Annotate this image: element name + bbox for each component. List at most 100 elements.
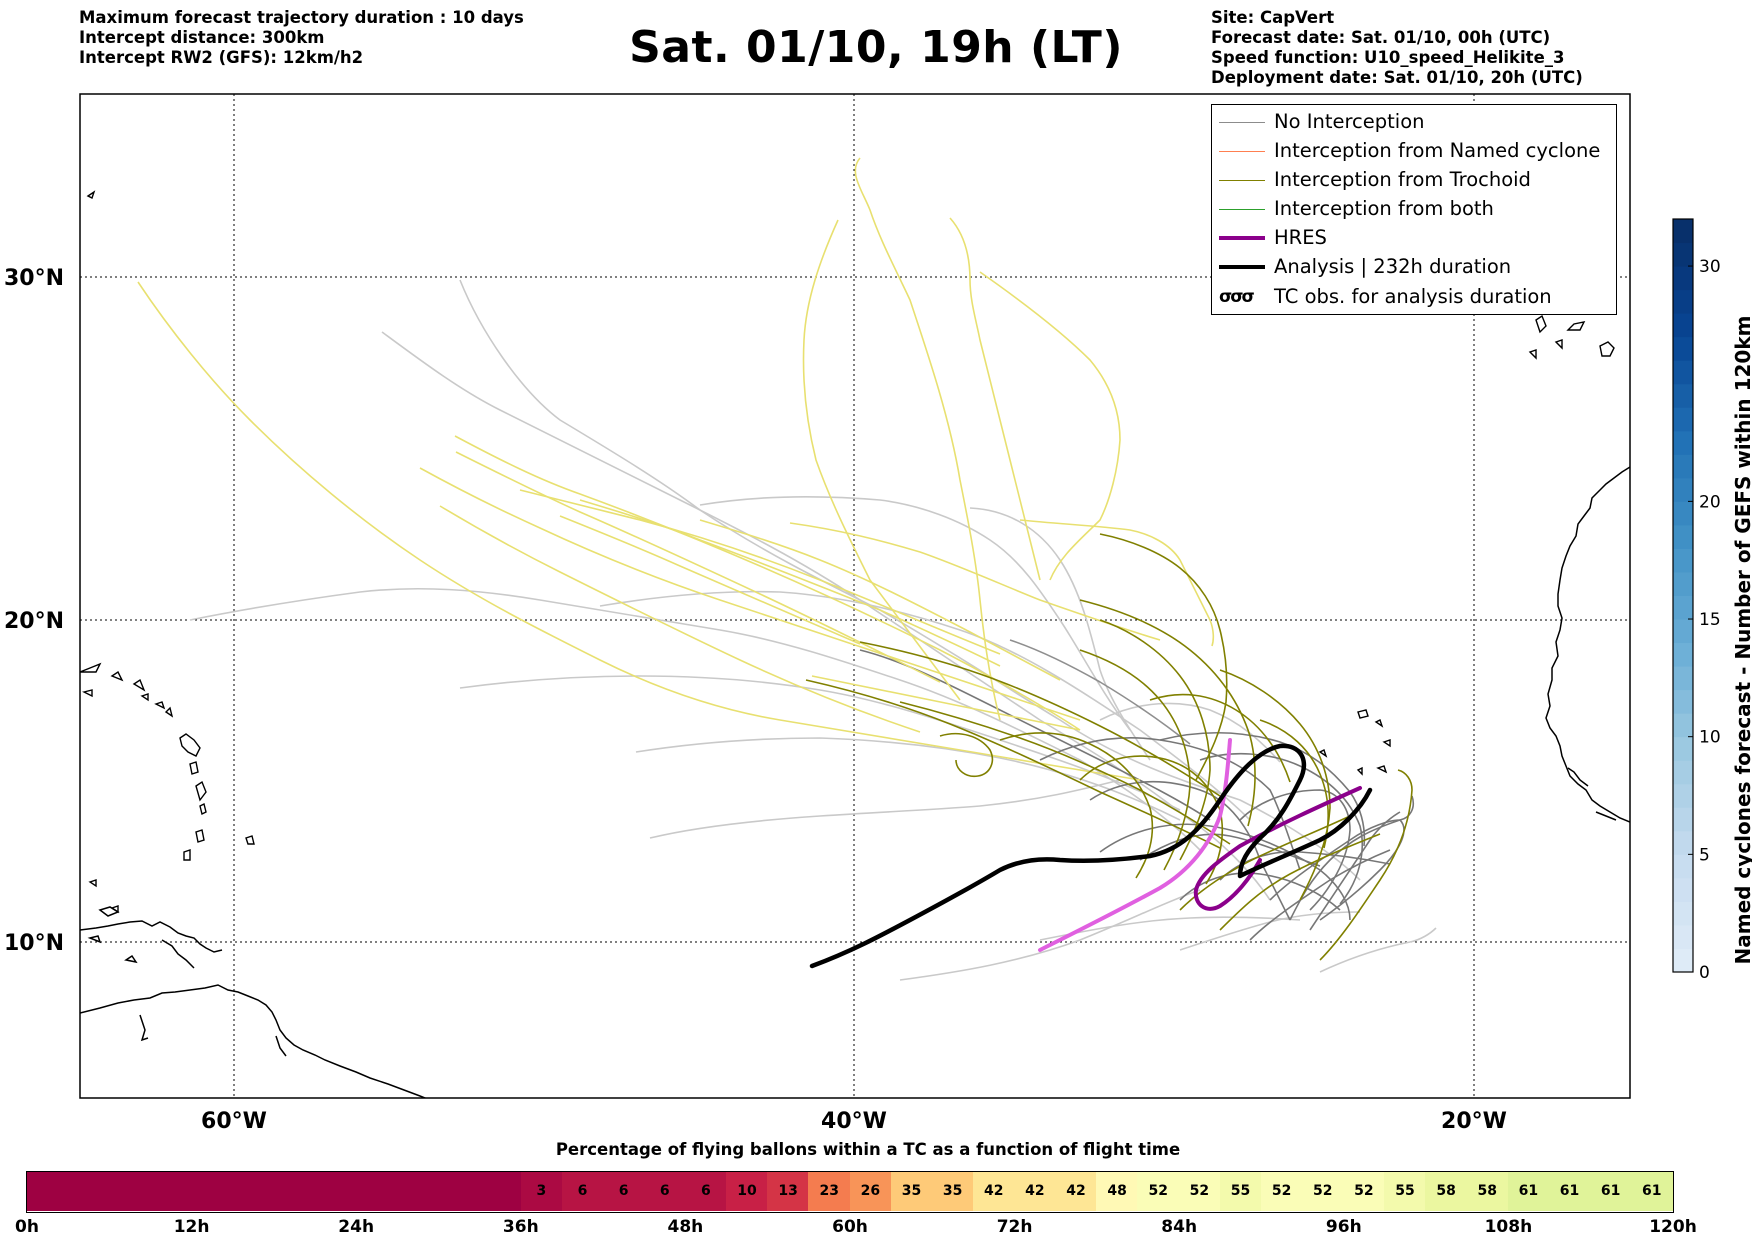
flight-bar-value: 55 <box>1395 1183 1415 1199</box>
legend-item-tc-obs: σσσ TC obs. for analysis duration <box>1212 283 1616 312</box>
legend-item-hres: HRES <box>1212 224 1616 253</box>
colorbar-tick-label: 20 <box>1699 492 1721 512</box>
flight-bar-value: 61 <box>1518 1183 1539 1199</box>
flight-bar-cell: 6 <box>643 1172 686 1211</box>
flight-bar-value: 42 <box>1066 1183 1086 1199</box>
colorbar-segment <box>1673 666 1693 691</box>
legend-line-icon <box>1219 265 1265 269</box>
colorbar-segment <box>1673 854 1693 879</box>
flight-bar-cell <box>191 1172 234 1211</box>
legend-item-both: Interception from both <box>1212 195 1616 224</box>
header-right-line: Deployment date: Sat. 01/10, 20h (UTC) <box>1211 68 1583 87</box>
colorbar-segment <box>1673 336 1693 361</box>
header-left-line: Intercept distance: 300km <box>79 28 325 47</box>
colorbar-segment <box>1673 736 1693 761</box>
colorbar-segment <box>1673 289 1693 314</box>
flight-bar-cell <box>397 1172 439 1211</box>
flight-bar-tick-label: 120h <box>1649 1217 1697 1237</box>
legend-label: TC obs. for analysis duration <box>1274 285 1552 308</box>
legend: No Interception Interception from Named … <box>1211 104 1617 315</box>
flight-bar-value: 61 <box>1641 1183 1662 1199</box>
header-right-line: Site: CapVert <box>1211 8 1335 27</box>
flight-bar-value: 52 <box>1271 1183 1292 1199</box>
flight-bar-value: 52 <box>1312 1183 1333 1199</box>
colorbar-segment <box>1673 242 1693 267</box>
legend-label: Analysis | 232h duration <box>1274 255 1512 278</box>
flight-bar-cell: 52 <box>1260 1172 1303 1211</box>
header-left-line: Intercept RW2 (GFS): 12km/h2 <box>79 48 364 67</box>
flight-bar-value: 13 <box>778 1183 798 1199</box>
flight-bar-cell: 58 <box>1466 1172 1509 1211</box>
colorbar-segment <box>1673 948 1693 973</box>
flight-bar-tick-label: 60h <box>832 1217 868 1237</box>
flight-bar-value: 52 <box>1354 1183 1374 1199</box>
flight-bar-value: 26 <box>860 1183 881 1199</box>
lat-label: 20°N <box>4 609 64 634</box>
legend-label: No Interception <box>1274 110 1425 133</box>
flight-bar-tick-label: 0h <box>15 1217 39 1237</box>
flight-bar-tick-label: 108h <box>1484 1217 1533 1237</box>
legend-item-trochoid: Interception from Trochoid <box>1212 166 1616 195</box>
colorbar-segment <box>1673 901 1693 926</box>
colorbar-segment <box>1673 595 1693 620</box>
flight-bar-tick-label: 72h <box>996 1217 1033 1237</box>
flight-bar-cell <box>109 1172 151 1211</box>
colorbar-tick-label: 15 <box>1699 610 1721 630</box>
flight-bar-value: 58 <box>1477 1183 1497 1199</box>
flight-bar-cell: 42 <box>972 1172 1015 1211</box>
flight-bar-value: 55 <box>1230 1183 1251 1199</box>
flight-bar-cell <box>438 1172 480 1211</box>
colorbar-tick-label: 30 <box>1699 257 1721 277</box>
flight-bar-value: 6 <box>618 1183 629 1199</box>
colorbar-segment <box>1673 219 1693 244</box>
flight-bar-cell: 61 <box>1548 1172 1591 1211</box>
flight-bar-cell: 3 <box>520 1172 563 1211</box>
colorbar-title: Named cyclones forecast - Number of GEFS… <box>1731 315 1752 965</box>
legend-item-named-cyclone: Interception from Named cyclone <box>1212 137 1616 166</box>
flight-bar-cell: 52 <box>1301 1172 1344 1211</box>
atlantic-islands <box>1318 314 1615 776</box>
colorbar-tick-label: 5 <box>1699 845 1710 865</box>
header-right-line: Forecast date: Sat. 01/10, 00h (UTC) <box>1211 28 1551 47</box>
legend-label: Interception from Named cyclone <box>1274 139 1601 162</box>
flight-time-bar: 3 6 6 6 6 10 13 23 26 35 35 42 42 42 48 52 52 55 52 52 52 55 5… <box>26 1171 1674 1213</box>
colorbar-segment <box>1673 760 1693 785</box>
lat-label: 30°N <box>4 266 64 291</box>
flight-bar-cell <box>314 1172 357 1211</box>
flight-bar-value: 48 <box>1107 1183 1127 1199</box>
colorbar-segment <box>1673 689 1693 714</box>
page-title: Sat. 01/10, 19h (LT) <box>629 22 1123 73</box>
trajectory-hres <box>1038 738 1362 952</box>
flight-bar-cell: 6 <box>685 1172 727 1211</box>
legend-item-no-interception: No Interception <box>1212 108 1616 137</box>
flight-bar-cell: 52 <box>1137 1172 1180 1211</box>
colorbar-segment <box>1673 830 1693 855</box>
flight-bar-tick-label: 12h <box>173 1217 210 1237</box>
flight-bar-cell <box>68 1172 110 1211</box>
trajectory-analysis <box>809 743 1373 969</box>
flight-bar-cell: 55 <box>1384 1172 1426 1211</box>
flight-bar-value: 35 <box>942 1183 963 1199</box>
flight-bar-cell: 48 <box>1096 1172 1138 1211</box>
flight-bar-value: 52 <box>1148 1183 1168 1199</box>
legend-item-analysis: Analysis | 232h duration <box>1212 253 1616 282</box>
lon-label: 60°W <box>201 1109 267 1134</box>
flight-bar-tick-label: 36h <box>502 1217 539 1237</box>
flight-bar-cell: 52 <box>1178 1172 1221 1211</box>
legend-line-icon <box>1219 151 1265 152</box>
lon-label: 40°W <box>821 1109 887 1134</box>
legend-line-icon <box>1219 180 1265 181</box>
flight-bar-value: 3 <box>536 1183 547 1199</box>
header-right: Site: CapVert Forecast date: Sat. 01/10,… <box>1211 8 1583 88</box>
colorbar-segment <box>1673 807 1693 832</box>
flight-bar-tick-label: 96h <box>1325 1217 1362 1237</box>
colorbar-segment <box>1673 713 1693 738</box>
flight-bar-value: 52 <box>1189 1183 1210 1199</box>
flight-bar-cell: 58 <box>1425 1172 1467 1211</box>
flight-bar-cell: 42 <box>1055 1172 1097 1211</box>
colorbar-segment <box>1673 383 1693 408</box>
coastline-west <box>80 906 428 1098</box>
flight-bar-tick-label: 84h <box>1161 1217 1198 1237</box>
colorbar-frame <box>1672 218 1694 973</box>
flight-bar-value: 58 <box>1436 1183 1456 1199</box>
